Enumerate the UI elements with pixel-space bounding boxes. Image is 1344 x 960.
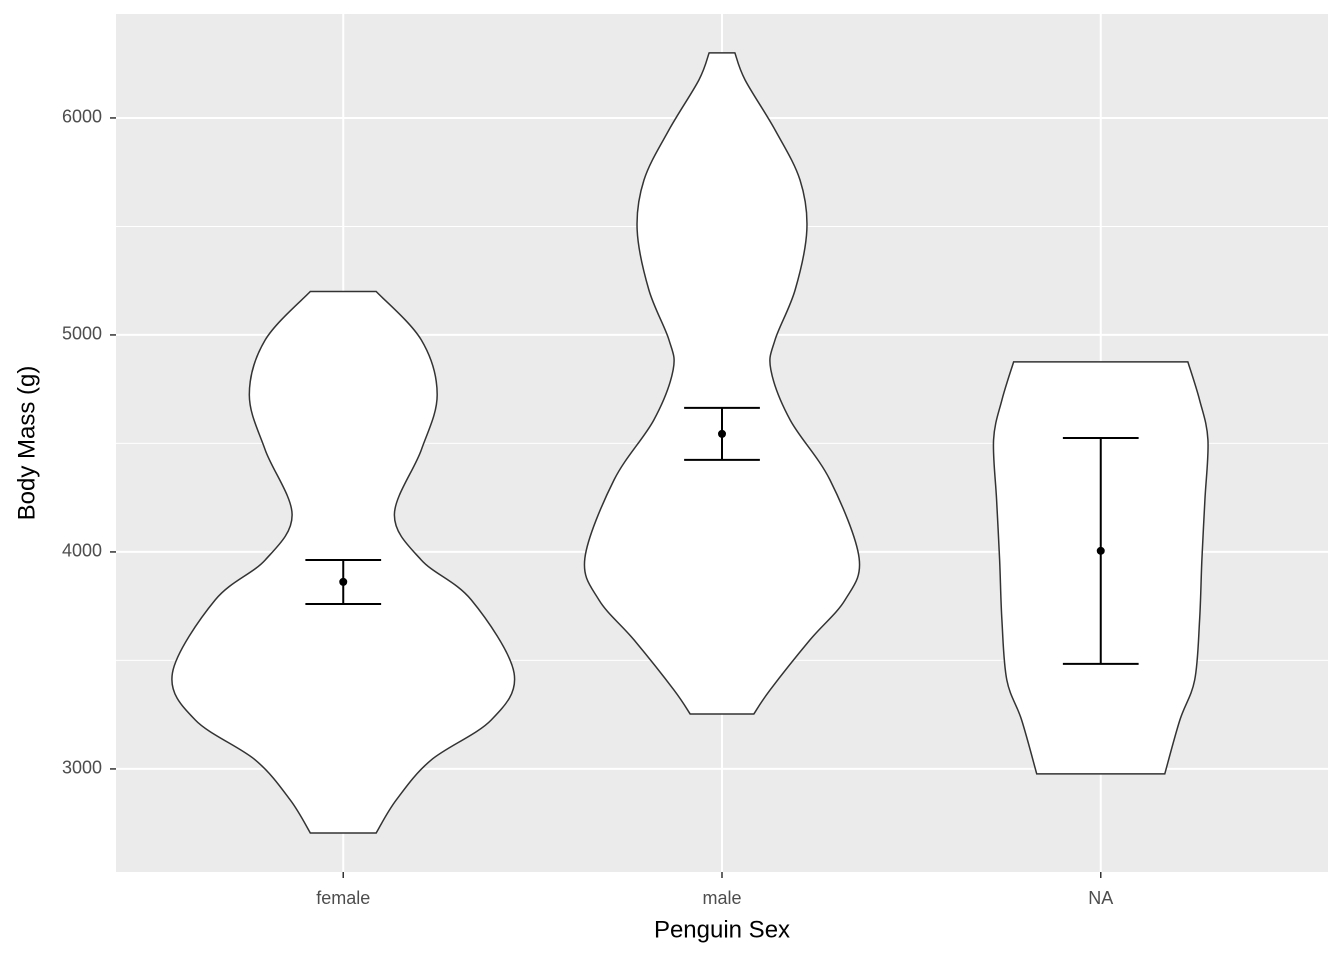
x-tick-label: NA: [1088, 888, 1113, 908]
x-axis-title: Penguin Sex: [654, 916, 790, 943]
mean-point: [718, 429, 726, 438]
x-tick-label: male: [702, 888, 741, 908]
mean-point: [339, 577, 348, 586]
violin: [583, 52, 861, 715]
x-tick-label: female: [316, 888, 370, 908]
y-axis-title: Body Mass (g): [13, 366, 40, 521]
y-tick-label: 4000: [62, 541, 102, 561]
y-tick-label: 6000: [62, 107, 102, 127]
y-tick-label: 3000: [62, 758, 102, 778]
y-tick-label: 5000: [62, 324, 102, 344]
mean-point: [1096, 546, 1105, 555]
